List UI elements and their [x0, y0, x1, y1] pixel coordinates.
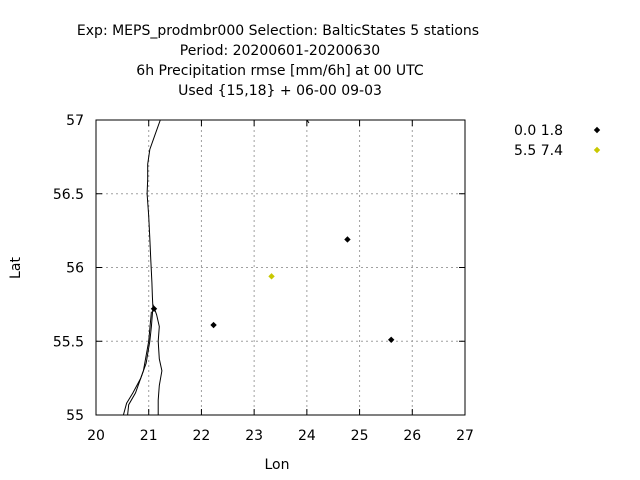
- x-tick-label: 26: [403, 428, 421, 444]
- coastline-path: [127, 311, 152, 416]
- x-tick-label: 27: [456, 428, 474, 444]
- x-axis-label: Lon: [265, 457, 290, 473]
- x-tick-label: 25: [351, 428, 369, 444]
- data-point: [150, 305, 158, 312]
- legend: 0.0 1.8 5.5 7.4: [514, 123, 601, 159]
- data-point: [268, 273, 275, 280]
- x-tick-label: 23: [245, 428, 263, 444]
- x-axis-ticks: 20 21 22 23 24 25 26 27: [87, 120, 474, 444]
- x-tick-label: 21: [140, 428, 158, 444]
- y-axis-label: Lat: [8, 257, 24, 279]
- y-axis-ticks: 55 55.5 56 56.5 57: [53, 113, 465, 424]
- legend-label: 0.0 1.8: [514, 123, 563, 139]
- coastline-path: [152, 304, 163, 415]
- x-tick-label: 24: [298, 428, 316, 444]
- y-tick-label: 56: [66, 261, 84, 277]
- data-point: [388, 336, 395, 343]
- title-line-3: 6h Precipitation rmse [mm/6h] at 00 UTC: [136, 63, 424, 79]
- x-tick-label: 22: [193, 428, 211, 444]
- data-points: [150, 236, 395, 343]
- title-line-1: Exp: MEPS_prodmbr000 Selection: BalticSt…: [77, 23, 479, 39]
- y-tick-label: 57: [66, 113, 84, 129]
- chart-title: Exp: MEPS_prodmbr000 Selection: BalticSt…: [77, 23, 479, 99]
- y-tick-label: 55: [66, 408, 84, 424]
- y-tick-label: 56.5: [53, 187, 84, 203]
- legend-label: 5.5 7.4: [514, 143, 563, 159]
- data-point: [210, 321, 217, 329]
- title-line-4: Used {15,18} + 06-00 09-03: [178, 83, 382, 99]
- title-line-2: Period: 20200601-20200630: [180, 43, 380, 59]
- x-tick-label: 20: [87, 428, 105, 444]
- coastline: [122, 119, 310, 416]
- data-point: [344, 236, 351, 243]
- y-tick-label: 55.5: [53, 334, 84, 350]
- grid: [96, 120, 465, 415]
- legend-marker: [593, 126, 601, 134]
- legend-marker: [593, 146, 601, 154]
